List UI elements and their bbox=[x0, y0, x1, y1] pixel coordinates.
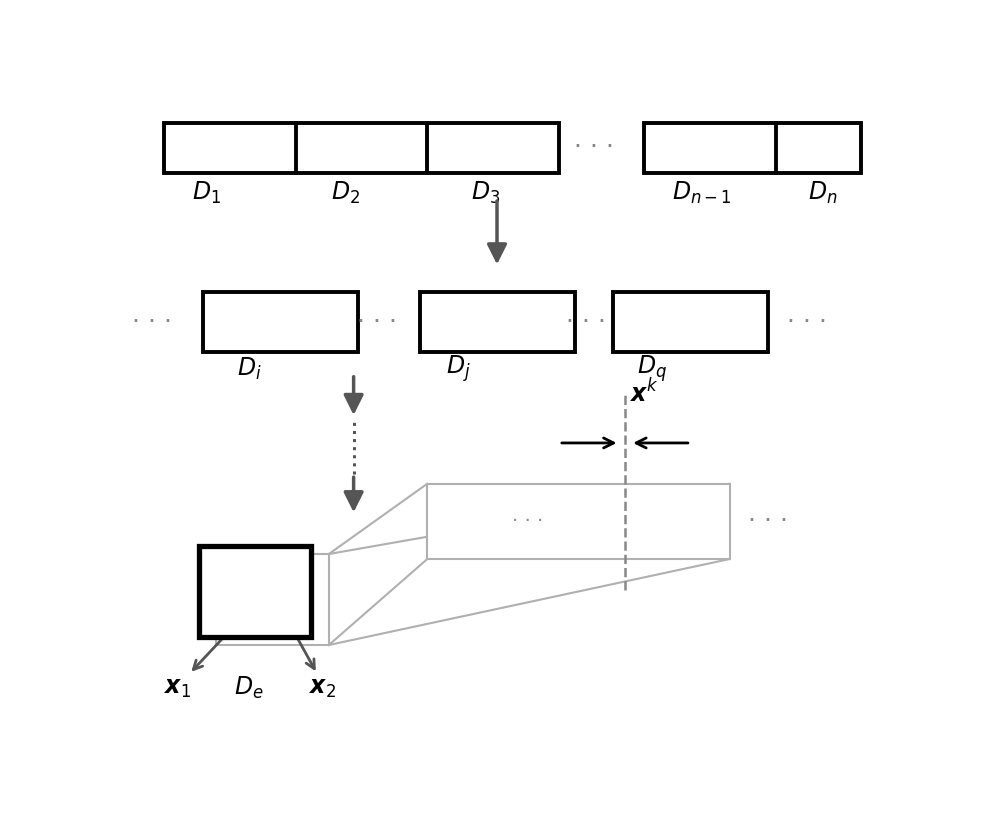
Text: $D_i$: $D_i$ bbox=[237, 356, 261, 382]
Bar bbox=[164, 123, 559, 173]
Text: · · ·: · · · bbox=[512, 512, 544, 531]
Bar bbox=[613, 293, 768, 352]
Text: $\boldsymbol{x}^k$: $\boldsymbol{x}^k$ bbox=[630, 378, 659, 407]
Text: $D_j$: $D_j$ bbox=[446, 354, 471, 384]
Text: $D_e$: $D_e$ bbox=[234, 675, 264, 701]
Text: $\boldsymbol{x}_2$: $\boldsymbol{x}_2$ bbox=[309, 676, 336, 700]
Text: $D_{n-1}$: $D_{n-1}$ bbox=[672, 180, 732, 206]
Text: · · ·: · · · bbox=[787, 311, 827, 334]
Text: $D_3$: $D_3$ bbox=[471, 180, 500, 206]
Bar bbox=[202, 293, 358, 352]
Bar bbox=[199, 547, 311, 637]
Bar bbox=[427, 484, 730, 559]
Bar bbox=[216, 554, 329, 645]
Text: · · ·: · · · bbox=[748, 509, 788, 533]
Text: $\boldsymbol{x}_1$: $\boldsymbol{x}_1$ bbox=[164, 676, 191, 700]
Bar bbox=[644, 123, 861, 173]
Text: · · ·: · · · bbox=[574, 134, 614, 159]
Text: $D_2$: $D_2$ bbox=[331, 180, 360, 206]
Text: $D_n$: $D_n$ bbox=[808, 180, 837, 206]
Text: $D_q$: $D_q$ bbox=[637, 354, 667, 384]
Text: · · ·: · · · bbox=[132, 311, 172, 334]
Text: $D_1$: $D_1$ bbox=[192, 180, 221, 206]
Text: · · ·: · · · bbox=[566, 311, 606, 334]
Bar bbox=[420, 293, 574, 352]
Text: · · ·: · · · bbox=[357, 311, 397, 334]
